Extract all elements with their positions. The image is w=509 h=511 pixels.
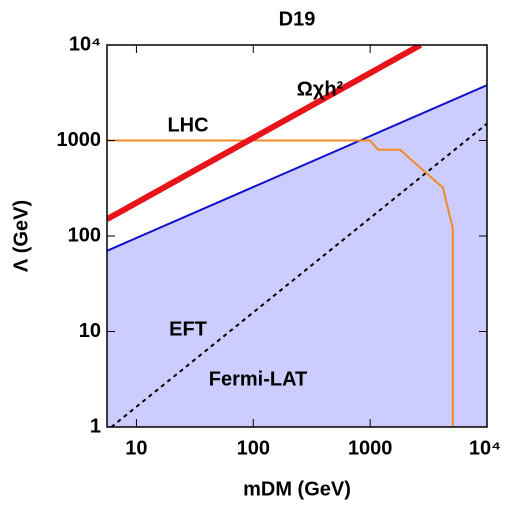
y-tick-label: 1000 <box>57 129 102 151</box>
series-label: LHC <box>167 114 208 136</box>
series-label: EFT <box>169 318 207 340</box>
y-tick-label: 1 <box>90 415 101 437</box>
x-tick-label: 1000 <box>348 437 393 459</box>
y-tick-label: 10 <box>79 320 101 342</box>
x-axis-label: mDM (GeV) <box>243 478 351 500</box>
y-axis-label: Λ (GeV) <box>10 200 32 272</box>
x-tick-label: 10 <box>125 437 147 459</box>
y-tick-label: 100 <box>68 224 101 246</box>
line <box>107 139 454 427</box>
series-label: Ωχh² <box>297 78 344 100</box>
shaded-region <box>107 85 487 427</box>
line <box>107 45 423 222</box>
line <box>107 84 487 252</box>
x-tick-label: 10⁴ <box>469 437 501 459</box>
chart-title: D19 <box>279 8 316 30</box>
x-tick-label: 100 <box>237 437 270 459</box>
y-tick-label: 10⁴ <box>69 33 101 55</box>
line <box>110 122 487 427</box>
series-label: Fermi-LAT <box>209 368 308 390</box>
